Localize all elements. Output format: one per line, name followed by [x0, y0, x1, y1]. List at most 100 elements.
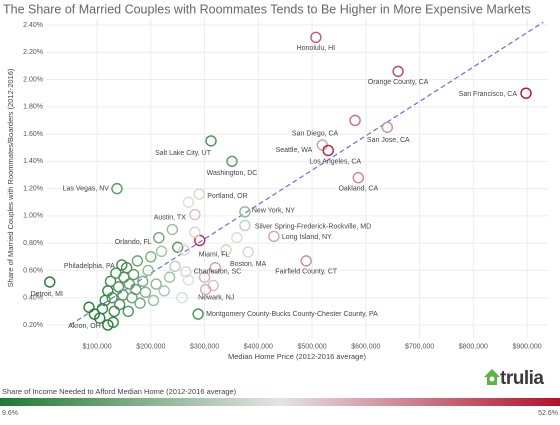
colorbar: [0, 398, 560, 406]
colorbar-max-label: 52.6%: [538, 410, 558, 417]
scatter-point: [220, 244, 232, 256]
scatter-point: [207, 279, 219, 292]
y-tick-label: 2.20%: [23, 49, 43, 56]
plot: 0.20% 0.40% 0.60% 0.80% 1.00% 1.20% 1.40% 1.60%…: [23, 18, 549, 350]
scatter-point: [137, 275, 149, 288]
scatter-point: [349, 114, 361, 127]
scatter-point: [108, 305, 120, 318]
x-tick-label: $700,000: [405, 343, 434, 350]
x-tick-label: $600,000: [351, 343, 380, 350]
x-tick-label: $300,000: [190, 343, 219, 350]
scatter-point: [239, 206, 251, 218]
scatter-point: [145, 251, 157, 263]
y-tick-label: 0.40%: [23, 295, 43, 302]
scatter-point: [198, 271, 211, 283]
point-label: Fairfield County, CT: [275, 269, 337, 276]
scatter-point: [182, 274, 195, 286]
y-tick-label: 1.20%: [23, 185, 43, 192]
scatter-point: [122, 305, 134, 318]
scatter-point: [130, 283, 142, 296]
point-label: San Francisco, CA: [459, 91, 518, 98]
point-label: Miami, FL: [199, 251, 230, 258]
point-label: Seattle, WA: [276, 147, 313, 154]
y-tick-label: 2.40%: [23, 22, 43, 29]
point-label: Detroit, MI: [31, 291, 63, 298]
y-tick-label: 1.00%: [23, 213, 43, 220]
point-label: Long Island, NY: [282, 234, 332, 241]
scatter-point: [163, 271, 176, 283]
y-tick-label: 0.80%: [23, 240, 43, 247]
y-tick-label: 0.60%: [23, 267, 43, 274]
point-label: Orlando, FL: [115, 239, 152, 246]
y-tick-label: 1.60%: [23, 131, 43, 138]
point-label: Washington, DC: [207, 170, 258, 177]
scatter-point: [381, 121, 394, 133]
scatter-point: [392, 65, 404, 78]
scatter-point: [127, 268, 140, 281]
scatter-point: [131, 255, 144, 267]
scatter-point: [155, 245, 168, 258]
scatter-point: [242, 246, 254, 258]
x-tick-label: $200,000: [136, 343, 165, 350]
scatter-point: [189, 226, 201, 238]
point-label: Los Angeles, CA: [309, 158, 361, 165]
scatter-point: [310, 31, 322, 43]
scatter-point: [139, 286, 152, 298]
scatter-point: [169, 260, 181, 273]
scatter-point: [178, 244, 190, 256]
scatter-point: [83, 301, 95, 313]
scatter-point: [171, 241, 184, 253]
scatter-point: [209, 262, 222, 274]
point-label: Austin, TX: [154, 214, 186, 221]
logo-icon: [484, 369, 500, 385]
colorbar-title: Share of Income Needed to Afford Median …: [2, 387, 237, 396]
scatter-point: [120, 262, 133, 274]
scatter-point: [189, 208, 201, 221]
point-label: Silver Spring-Frederick-Rockville, MD: [255, 223, 371, 230]
x-tick-label: $800,000: [459, 343, 488, 350]
scatter-point: [166, 223, 179, 236]
scatter-point: [111, 182, 123, 195]
x-tick-label: $500,000: [297, 343, 326, 350]
point-label: Charleston, SC: [194, 269, 241, 276]
y-tick-label: 2.00%: [23, 76, 43, 83]
y-tick-label: 1.40%: [23, 158, 43, 165]
scatter-point: [226, 155, 238, 168]
scatter-point: [180, 266, 192, 278]
scatter-point: [322, 144, 334, 157]
scatter-point: [106, 291, 118, 304]
x-axis-title: Median Home Price (2012-2016 average): [228, 352, 366, 361]
scatter-point: [182, 196, 195, 208]
point-label: Portland, OR: [207, 193, 247, 200]
scatter-point: [352, 172, 365, 184]
x-tick-label: $400,000: [244, 343, 273, 350]
y-tick-label: 1.80%: [23, 104, 43, 111]
point-label: Montgomery County-Bucks County-Chester C…: [206, 311, 378, 318]
point-label: Oakland, CA: [338, 186, 378, 193]
scatter-point: [194, 234, 206, 247]
scatter-point: [158, 285, 170, 297]
scatter-point: [239, 219, 251, 232]
scatter-point: [123, 278, 136, 290]
scatter-point: [192, 308, 204, 320]
y-axis-title: Share of Married Couples with Roommates/…: [6, 68, 15, 287]
scatter-point: [205, 135, 217, 147]
scatter-point: [142, 264, 154, 277]
scatter-point: [113, 298, 126, 311]
point-label: New York, NY: [252, 208, 296, 215]
scatter-point: [231, 232, 243, 244]
scatter-point: [134, 297, 146, 309]
point-label: Honolulu, HI: [297, 45, 336, 52]
scatter-point: [153, 232, 165, 244]
x-tick-label: $100,000: [82, 343, 111, 350]
scatter-point: [193, 188, 205, 200]
point-label: Philadelphia, PA: [64, 263, 115, 270]
logo-dot: [489, 376, 495, 382]
point-label: Salt Lake City, UT: [155, 150, 212, 157]
scatter-point: [176, 291, 188, 304]
point-label: Boston, MA: [230, 261, 267, 268]
scatter-point: [102, 319, 114, 331]
chart-title: The Share of Married Couples with Roomma…: [3, 2, 531, 16]
scatter-point: [107, 316, 119, 328]
